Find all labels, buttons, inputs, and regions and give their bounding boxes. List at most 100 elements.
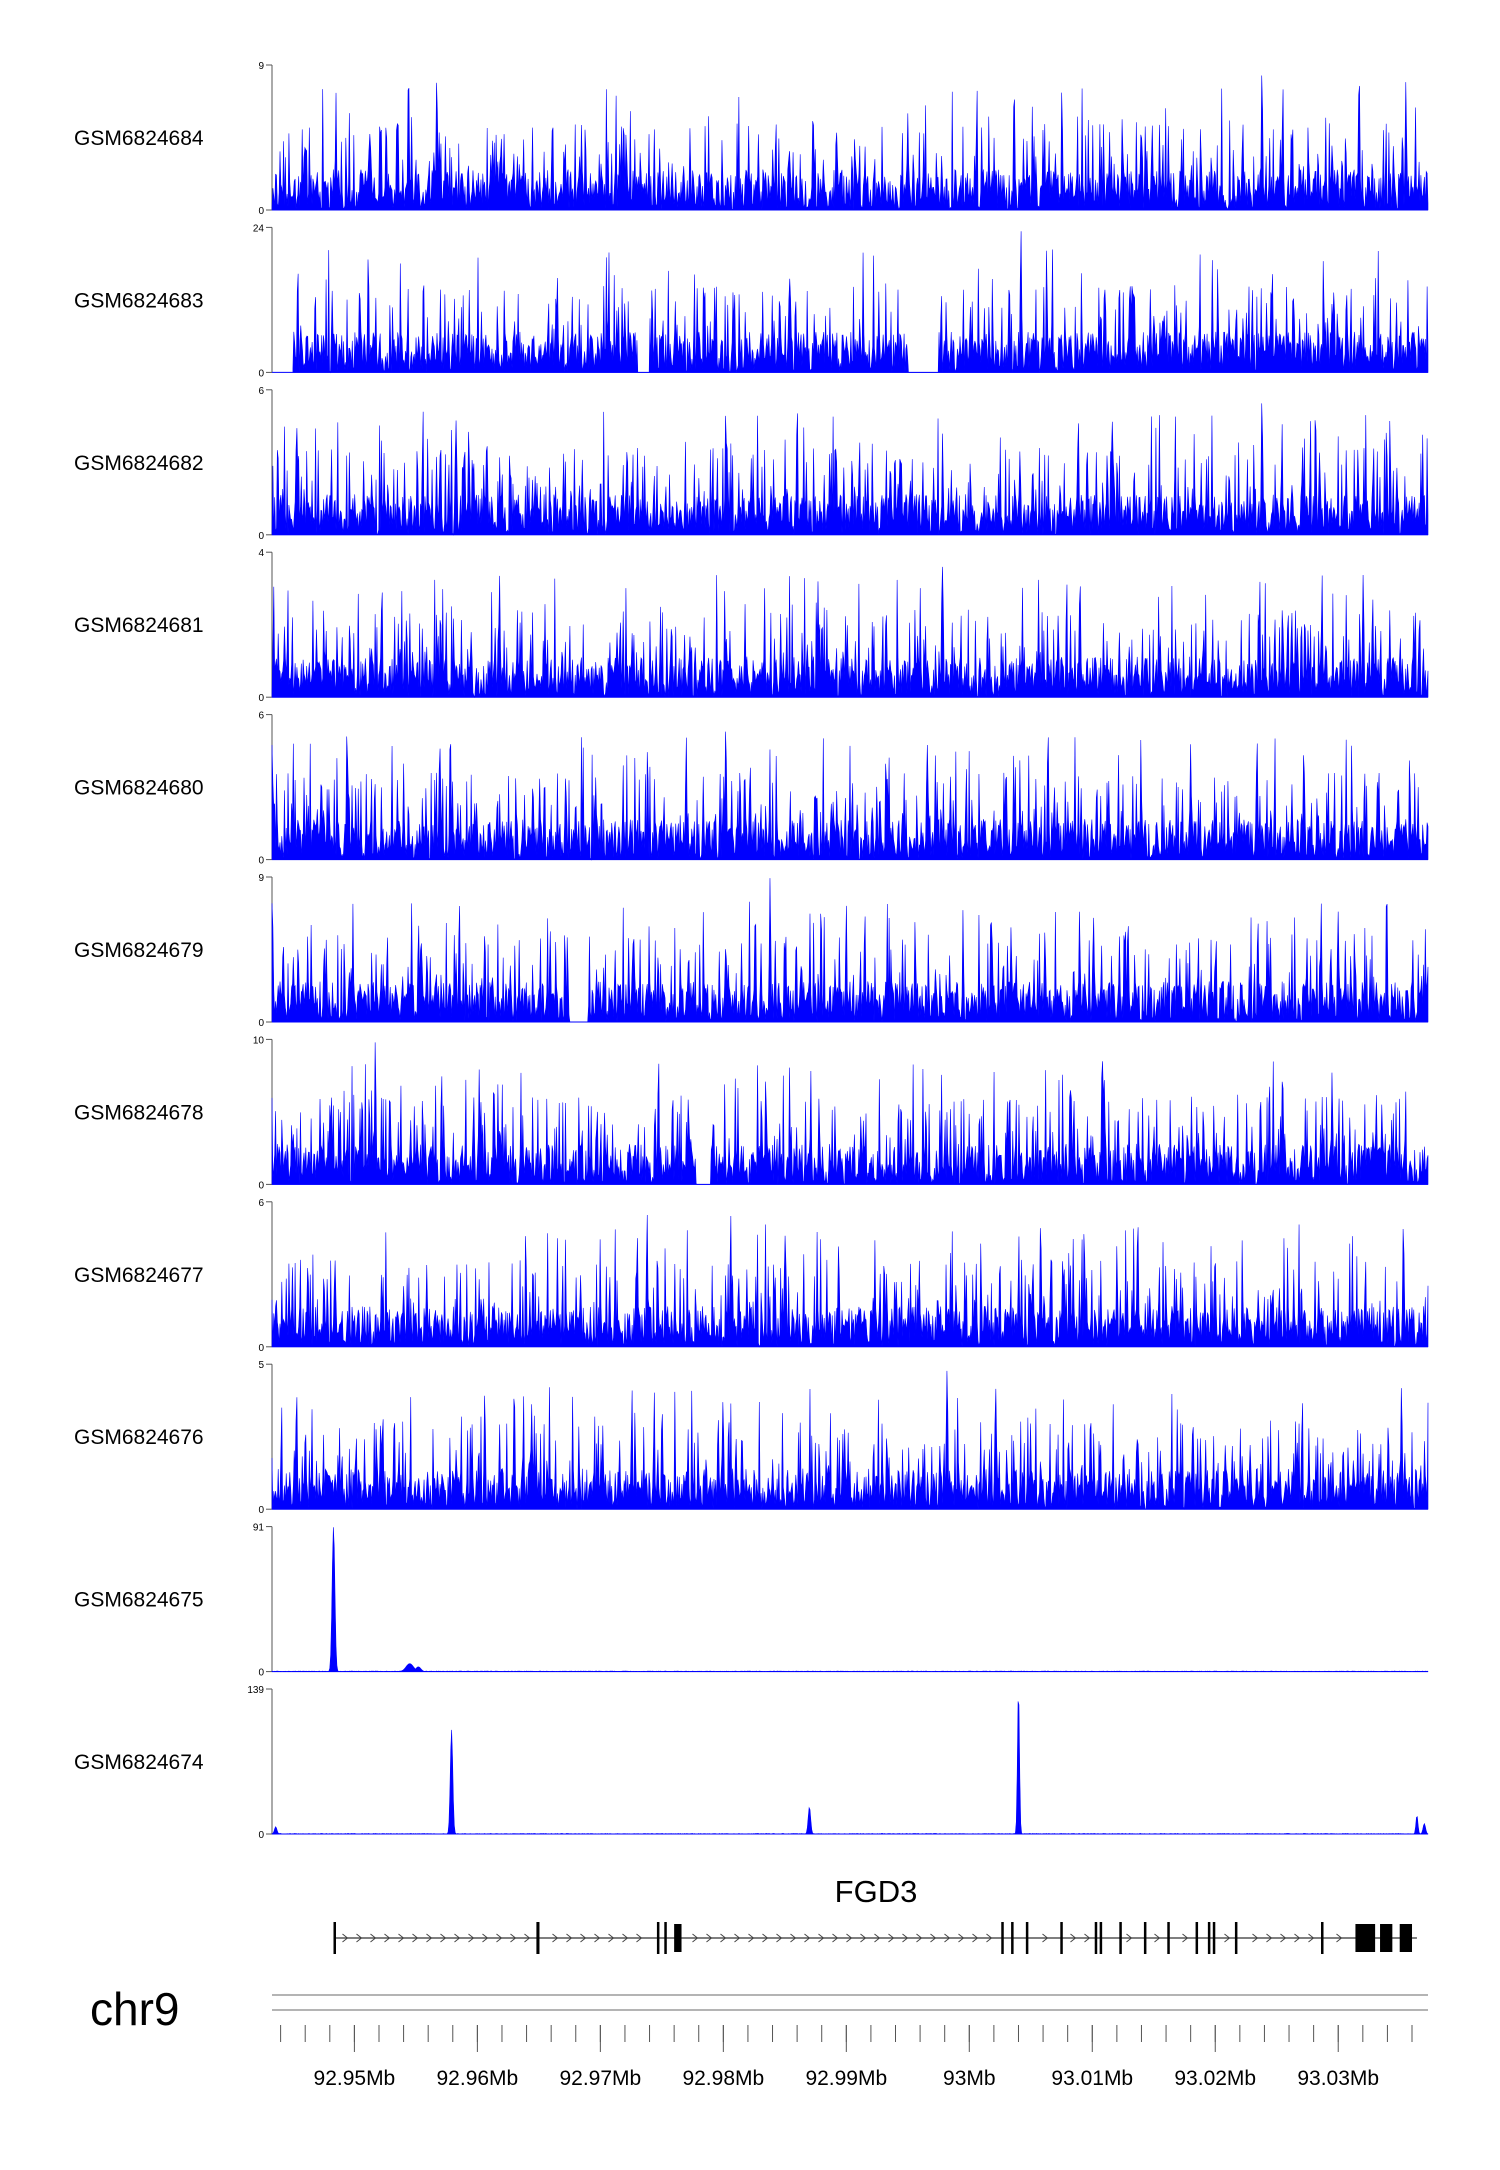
strand-arrow-icon: [692, 1933, 699, 1943]
strand-arrow-icon: [776, 1933, 783, 1943]
strand-arrow-icon: [804, 1933, 811, 1943]
strand-arrow-icon: [1042, 1933, 1049, 1943]
strand-arrow-icon: [356, 1933, 363, 1943]
y-max-label: 10: [253, 1035, 265, 1046]
strand-arrow-icon: [1070, 1933, 1077, 1943]
signal-area: [271, 75, 1429, 211]
exon: [1167, 1922, 1170, 1954]
exon: [1234, 1922, 1238, 1954]
strand-arrow-icon: [496, 1933, 503, 1943]
tick-label: 93.01Mb: [1051, 2067, 1133, 2090]
track-label: GSM6824682: [74, 452, 204, 475]
strand-arrow-icon: [384, 1933, 391, 1943]
exon: [1099, 1922, 1103, 1954]
track-GSM6824680: GSM6824680 6 0: [74, 711, 1429, 867]
strand-arrow-icon: [986, 1933, 993, 1943]
exon: [1119, 1922, 1122, 1954]
exon: [1011, 1922, 1014, 1954]
strand-arrow-icon: [1308, 1933, 1315, 1943]
signal-area: [271, 1701, 1429, 1835]
exon: [1207, 1922, 1211, 1954]
tick-label: 93Mb: [943, 2067, 996, 2090]
exon: [1094, 1922, 1098, 1954]
tick-label: 92.98Mb: [682, 2067, 764, 2090]
strand-arrow-icon: [594, 1933, 601, 1943]
strand-arrow-icon: [398, 1933, 405, 1943]
strand-arrow-icon: [524, 1933, 531, 1943]
y-min-label: 0: [258, 1343, 264, 1354]
y-min-label: 0: [258, 206, 264, 217]
strand-arrow-icon: [846, 1933, 853, 1943]
exon: [1001, 1922, 1004, 1954]
strand-arrow-icon: [510, 1933, 517, 1943]
y-min-label: 0: [258, 1505, 264, 1516]
strand-arrow-icon: [958, 1933, 965, 1943]
strand-arrow-icon: [1294, 1933, 1301, 1943]
track-label: GSM6824678: [74, 1101, 204, 1124]
exon: [1399, 1924, 1413, 1952]
y-max-label: 91: [253, 1523, 265, 1534]
strand-arrow-icon: [566, 1933, 573, 1943]
y-min-label: 0: [258, 1830, 264, 1841]
track-GSM6824674: GSM6824674 139 0: [74, 1685, 1429, 1841]
strand-arrow-icon: [342, 1933, 349, 1943]
strand-arrow-icon: [916, 1933, 923, 1943]
strand-arrow-icon: [930, 1933, 937, 1943]
strand-arrow-icon: [622, 1933, 629, 1943]
tick-label: 92.96Mb: [437, 2067, 519, 2090]
y-max-label: 9: [258, 873, 264, 884]
tick-label: 93.02Mb: [1174, 2067, 1256, 2090]
y-min-label: 0: [258, 1180, 264, 1191]
track-label: GSM6824674: [74, 1751, 204, 1774]
y-min-label: 0: [258, 856, 264, 867]
strand-arrow-icon: [720, 1933, 727, 1943]
strand-arrow-icon: [608, 1933, 615, 1943]
y-max-label: 4: [258, 548, 264, 559]
tick-label: 92.95Mb: [314, 2067, 396, 2090]
strand-arrow-icon: [734, 1933, 741, 1943]
strand-arrow-icon: [1266, 1933, 1273, 1943]
signal-area: [271, 1042, 1429, 1185]
exon: [1380, 1924, 1393, 1952]
strand-arrow-icon: [888, 1933, 895, 1943]
strand-arrow-icon: [1084, 1933, 1091, 1943]
y-max-label: 6: [258, 386, 264, 397]
exon: [536, 1922, 540, 1954]
y-min-label: 0: [258, 1018, 264, 1029]
tick-label: 93.03Mb: [1297, 2067, 1379, 2090]
track-GSM6824684: GSM6824684 9 0: [74, 61, 1429, 217]
y-max-label: 6: [258, 711, 264, 722]
strand-arrow-icon: [440, 1933, 447, 1943]
signal-area: [271, 878, 1429, 1023]
signal-area: [271, 1215, 1429, 1348]
track-GSM6824677: GSM6824677 6 0: [74, 1198, 1429, 1354]
strand-arrow-icon: [1280, 1933, 1287, 1943]
track-GSM6824678: GSM6824678 10 0: [74, 1035, 1429, 1191]
track-GSM6824676: GSM6824676 5 0: [74, 1360, 1429, 1516]
signal-area: [271, 1527, 1429, 1672]
strand-arrow-icon: [832, 1933, 839, 1943]
strand-arrow-icon: [748, 1933, 755, 1943]
track-GSM6824683: GSM6824683 24 0: [74, 223, 1429, 379]
track-label: GSM6824679: [74, 939, 204, 962]
strand-arrow-icon: [1126, 1933, 1133, 1943]
y-max-label: 5: [258, 1360, 264, 1371]
strand-arrow-icon: [468, 1933, 475, 1943]
strand-arrow-icon: [972, 1933, 979, 1943]
track-label: GSM6824684: [74, 127, 204, 150]
exon: [1195, 1922, 1199, 1954]
exon: [1025, 1922, 1029, 1954]
signal-area: [271, 403, 1429, 536]
strand-arrow-icon: [1252, 1933, 1259, 1943]
track-GSM6824679: GSM6824679 9 0: [74, 873, 1429, 1029]
tick-label: 92.97Mb: [559, 2067, 641, 2090]
y-min-label: 0: [258, 693, 264, 704]
chromosome-label: chr9: [90, 1983, 179, 2035]
track-label: GSM6824677: [74, 1264, 204, 1287]
track-label: GSM6824676: [74, 1426, 204, 1449]
track-label: GSM6824681: [74, 614, 204, 637]
exon: [1060, 1922, 1063, 1954]
strand-arrow-icon: [552, 1933, 559, 1943]
y-max-label: 139: [247, 1685, 264, 1696]
y-max-label: 24: [253, 223, 265, 234]
